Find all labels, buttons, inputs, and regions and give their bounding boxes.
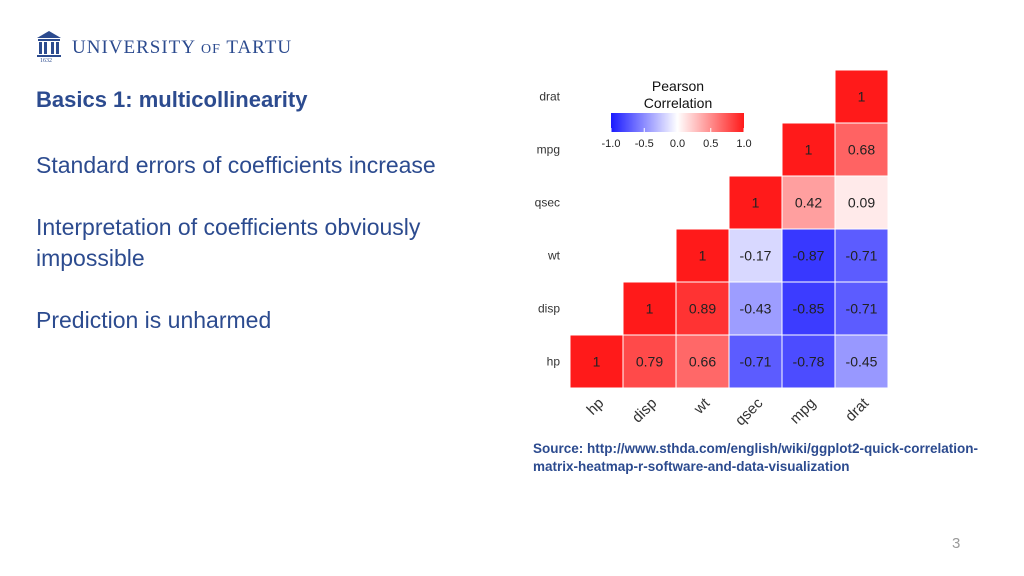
legend-tick-label: -0.5 bbox=[635, 138, 654, 150]
legend-tick-label: 0.5 bbox=[703, 138, 718, 150]
heatmap-value-label: 1 bbox=[593, 354, 601, 370]
heatmap-value-label: -0.78 bbox=[793, 354, 825, 370]
bullet-item: Interpretation of coefficients obviously… bbox=[36, 214, 421, 271]
heatmap-cell-qsec-qsec bbox=[728, 175, 783, 230]
source-citation: Source: http://www.sthda.com/english/wik… bbox=[533, 441, 979, 474]
y-tick-label: wt bbox=[547, 249, 561, 263]
y-tick-label: hp bbox=[547, 355, 561, 369]
heatmap-value-label: -0.85 bbox=[793, 301, 825, 317]
legend-tick-label: 0.0 bbox=[670, 138, 685, 150]
university-name-end: TARTU bbox=[226, 37, 293, 58]
heatmap-cell-qsec-hp bbox=[728, 334, 783, 389]
heatmap-cell-qsec-wt bbox=[728, 228, 783, 283]
heatmap-value-label: 0.66 bbox=[689, 354, 716, 370]
heatmap-value-label: -0.71 bbox=[846, 248, 878, 264]
heatmap-value-label: 0.79 bbox=[636, 354, 663, 370]
heatmap-value-label: 0.42 bbox=[795, 195, 822, 211]
heatmap-cell-wt-disp bbox=[675, 281, 730, 336]
heatmap-value-label: 1 bbox=[646, 301, 654, 317]
correlation-heatmap: 1 0.79 0.66 -0.71 -0.78 -0.45 1 0.89 -0.43 -0.85 -… bbox=[535, 69, 889, 429]
heatmap-value-label: 1 bbox=[699, 248, 707, 264]
legend-color-bar bbox=[611, 113, 744, 132]
heatmap-cell-drat-hp bbox=[834, 334, 889, 389]
heatmap-cell-mpg-qsec bbox=[781, 175, 836, 230]
x-tick-label: qsec bbox=[732, 394, 767, 429]
heatmap-cell-hp-hp bbox=[569, 334, 624, 389]
page-number: 3 bbox=[952, 535, 961, 552]
heatmap-value-label: -0.45 bbox=[846, 354, 878, 370]
heatmap-value-label: 1 bbox=[805, 142, 813, 158]
legend-title: Pearson bbox=[652, 78, 704, 94]
bullet-item: Standard errors of coefficients increase bbox=[36, 152, 436, 178]
legend-tick-label: -1.0 bbox=[602, 138, 621, 150]
heatmap-cell-drat-disp bbox=[834, 281, 889, 336]
heatmap-cell-drat-mpg bbox=[834, 122, 889, 177]
university-name: UNIVERSITY OF TARTU bbox=[72, 37, 292, 59]
university-logo: 1632 UNIVERSITY OF TARTU bbox=[36, 30, 292, 66]
heatmap-value-label: 1 bbox=[752, 195, 760, 211]
heatmap-value-label: -0.71 bbox=[846, 301, 878, 317]
x-tick-label: mpg bbox=[787, 395, 820, 428]
legend-title: Correlation bbox=[644, 95, 712, 111]
heatmap-cell-mpg-hp bbox=[781, 334, 836, 389]
heatmap-value-label: -0.17 bbox=[740, 248, 772, 264]
x-tick-label: drat bbox=[842, 394, 873, 425]
heatmap-value-label: -0.71 bbox=[740, 354, 772, 370]
logo-year: 1632 bbox=[40, 58, 52, 64]
heatmap-cell-mpg-wt bbox=[781, 228, 836, 283]
y-tick-label: disp bbox=[538, 302, 560, 316]
heatmap-value-label: -0.87 bbox=[793, 248, 825, 264]
x-tick-label: disp bbox=[629, 395, 660, 426]
heatmap-cell-mpg-mpg bbox=[781, 122, 836, 177]
legend-tick-label: 1.0 bbox=[736, 138, 751, 150]
x-tick-label: wt bbox=[690, 394, 714, 418]
heatmap-value-label: 0.68 bbox=[848, 142, 875, 158]
heatmap-value-label: 1 bbox=[858, 89, 866, 105]
heatmap-cell-qsec-disp bbox=[728, 281, 783, 336]
bullet-item: Prediction is unharmed bbox=[36, 307, 272, 333]
university-name-main: UNIVERSITY bbox=[72, 37, 196, 58]
x-tick-label: hp bbox=[584, 395, 608, 419]
university-name-of: OF bbox=[201, 42, 221, 57]
y-tick-label: drat bbox=[539, 90, 560, 104]
university-building-icon bbox=[37, 31, 61, 57]
slide-title: Basics 1: multicollinearity bbox=[36, 87, 308, 112]
heatmap-cell-drat-qsec bbox=[834, 175, 889, 230]
heatmap-value-label: 0.89 bbox=[689, 301, 716, 317]
heatmap-cell-drat-wt bbox=[834, 228, 889, 283]
heatmap-value-label: 0.09 bbox=[848, 195, 875, 211]
heatmap-value-label: -0.43 bbox=[740, 301, 772, 317]
bullet-list: Standard errors of coefficients increase… bbox=[36, 150, 456, 367]
y-tick-label: qsec bbox=[535, 196, 560, 210]
heatmap-cell-wt-hp bbox=[675, 334, 730, 389]
y-tick-label: mpg bbox=[537, 143, 560, 157]
heatmap-cell-wt-wt bbox=[675, 228, 730, 283]
heatmap-cell-drat-drat bbox=[834, 69, 889, 124]
